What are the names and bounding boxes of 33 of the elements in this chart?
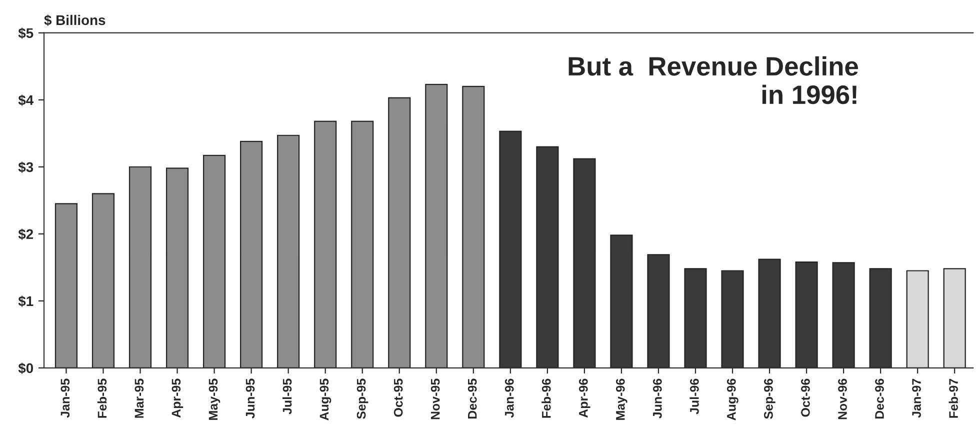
x-tick-label: Feb-97 xyxy=(948,378,958,418)
x-tick-label: Jun-96 xyxy=(652,378,662,418)
x-tick-label: Nov-96 xyxy=(838,378,847,420)
x-tick-label: Jun-95 xyxy=(246,378,255,418)
x-tick-label: Jul-96 xyxy=(690,378,699,414)
x-tick-label: Apr-95 xyxy=(172,378,184,418)
x-tick-label: Feb-96 xyxy=(542,378,551,418)
x-tick-label: Oct-95 xyxy=(394,378,403,417)
x-tick-label: Sep-96 xyxy=(764,378,776,419)
y-tick-label: $4 xyxy=(18,94,34,106)
x-tick-label: Aug-96 xyxy=(726,378,738,420)
y-tick-label: $1 xyxy=(18,296,34,307)
x-tick-label: May-96 xyxy=(616,378,628,420)
x-tick-label: Dec-95 xyxy=(468,378,477,418)
x-tick-label: Jul-95 xyxy=(282,378,292,414)
x-tick-label: Oct-96 xyxy=(801,378,810,417)
x-tick-label: Sep-95 xyxy=(356,378,368,419)
x-tick-label: Jan-96 xyxy=(504,378,514,418)
annotation: But a Revenue Decline in 1996! xyxy=(568,56,858,104)
x-tick-label: Feb-95 xyxy=(97,378,107,418)
x-tick-label: Apr-96 xyxy=(578,378,590,418)
x-tick-label: Jan-95 xyxy=(60,378,70,418)
x-tick-label: Jan-97 xyxy=(912,378,921,418)
y-tick-label: $0 xyxy=(18,362,34,374)
y-tick-label: $3 xyxy=(18,162,34,173)
x-tick-label: Dec-96 xyxy=(875,378,884,418)
x-tick-label: Aug-95 xyxy=(320,378,332,420)
x-tick-label: May-95 xyxy=(208,378,220,420)
y-tick-label: $2 xyxy=(18,228,34,240)
y-tick-label: $5 xyxy=(18,28,34,39)
x-tick-label: Mar-95 xyxy=(134,378,144,418)
x-tick-label: Nov-95 xyxy=(430,378,440,420)
y-axis-title: $ Billions xyxy=(44,14,106,26)
